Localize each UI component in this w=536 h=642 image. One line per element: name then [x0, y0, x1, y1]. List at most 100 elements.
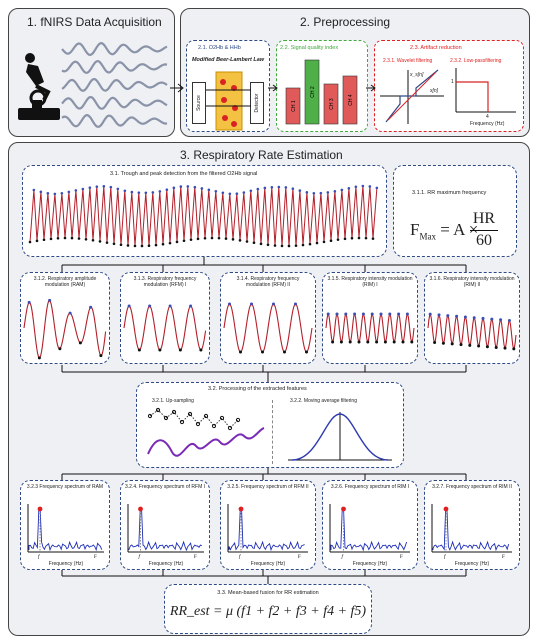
trough-marker: [49, 237, 53, 241]
trough-title: 3.1. Trough and peak detection from the …: [110, 171, 258, 177]
source-box: [192, 82, 206, 124]
feature-peak: [68, 311, 72, 315]
spectrum-rfm2-title: 3.2.5. Frequency spectrum of RFM II: [227, 484, 309, 490]
spectrum-f-label: f: [239, 555, 241, 560]
feature-rfm1-plot: [123, 304, 207, 352]
peak-marker: [95, 185, 99, 188]
feature-trough: [158, 348, 162, 352]
feature-trough: [375, 340, 379, 344]
mbll-tissue: [206, 71, 251, 131]
trough-marker: [238, 239, 242, 242]
feature-trough: [468, 343, 472, 347]
feature-peak: [148, 304, 152, 308]
feature-peak: [481, 316, 485, 320]
spectrum-rim1: [322, 480, 418, 570]
fusion-equation: RR_est = μ (f1 + f2 + f3 + f4 + f5): [169, 604, 367, 619]
peak-marker: [326, 191, 330, 194]
feature-signal: [427, 313, 517, 350]
trough-marker: [175, 240, 179, 244]
peak-marker: [158, 190, 162, 193]
peak-marker: [200, 187, 204, 190]
sqi-channel-label: CH 3: [329, 98, 335, 110]
processing-title: 3.2. Processing of the extracted feature…: [208, 386, 307, 392]
feature-trough: [459, 343, 463, 347]
spectrum-rim1-title: 3.2.6. Frequency spectrum of RIM I: [330, 484, 410, 490]
trough-marker: [154, 243, 158, 247]
peak-marker: [214, 189, 218, 193]
trough-marker: [245, 240, 249, 243]
feature-peak: [463, 315, 467, 319]
spectrum-f-label: f: [139, 555, 141, 560]
trough-marker: [252, 241, 256, 244]
feature-peak: [228, 302, 231, 306]
peak-marker: [179, 185, 183, 188]
trough-marker: [329, 239, 333, 242]
spectrum-xlabel: Frequency (Hz): [148, 561, 184, 567]
peak-marker: [305, 191, 309, 194]
sqi-bar: [285, 87, 301, 125]
trough-marker: [224, 237, 228, 240]
spectrum-xlabel: Frequency (Hz): [352, 561, 388, 567]
formula-mid: = A ×: [435, 220, 479, 239]
peak-marker: [375, 186, 379, 190]
spectrum-xlabel: Frequency (Hz): [250, 561, 286, 567]
peak-marker: [137, 191, 141, 194]
feature-trough: [137, 348, 141, 352]
peak-marker: [284, 186, 288, 189]
lowpass-four: 4: [486, 114, 489, 120]
peak-marker: [39, 190, 43, 194]
feature-rim2-plot: [427, 312, 517, 351]
peak-marker: [67, 190, 71, 194]
feature-signal: [23, 299, 107, 359]
feature-trough: [401, 340, 405, 344]
feature-peak: [127, 304, 131, 308]
trough-marker: [301, 243, 305, 247]
trough-marker: [364, 236, 368, 240]
detector-box: [250, 82, 264, 124]
sqi-channel-label: CH 4: [348, 94, 354, 106]
peak-marker: [221, 191, 225, 195]
trough-marker: [196, 237, 200, 241]
spectrum-rfm2: [220, 480, 316, 570]
feature-trough: [239, 350, 242, 354]
sqi-channel-label: CH 2: [310, 86, 316, 98]
peak-marker: [235, 192, 239, 196]
trough-marker: [91, 238, 95, 242]
peak-marker: [123, 189, 127, 193]
spectrum-f-label: f: [342, 555, 344, 560]
formula-sub: Max: [419, 231, 436, 242]
feature-trough: [494, 345, 498, 349]
trough-marker: [203, 236, 207, 240]
feature-signal: [123, 305, 207, 351]
feature-peak: [507, 319, 511, 323]
trough-marker: [105, 241, 109, 244]
peak-marker: [60, 191, 64, 195]
arrow-icon: [268, 84, 278, 92]
peak-marker: [340, 188, 344, 192]
feature-peak: [250, 302, 253, 306]
peak-marker: [88, 186, 92, 190]
o2hb-title: 2.1. O2Hb & HHb: [198, 45, 241, 51]
trough-marker: [84, 237, 88, 241]
feature-trough: [433, 341, 437, 345]
peak-marker: [354, 185, 358, 189]
trough-marker: [315, 241, 319, 245]
peak-marker: [207, 188, 211, 192]
trough-marker: [294, 244, 298, 247]
spectrum-fmax-label: F: [502, 555, 505, 560]
feature-trough: [261, 350, 264, 354]
feature-trough: [441, 341, 445, 345]
feature-peak: [499, 318, 503, 322]
feature-trough: [503, 346, 507, 350]
wavelet-y-label: x_s[n]: [410, 72, 424, 78]
arrow-icon: [366, 84, 376, 92]
feature-rim2-title: 3.1.6. Respiratory intensity modulation …: [429, 276, 515, 288]
preprocessing-title: 2. Preprocessing: [300, 15, 391, 29]
feature-trough: [37, 356, 41, 360]
peak-marker: [256, 187, 260, 191]
peak-marker: [172, 186, 176, 190]
spectrum-line: [228, 509, 305, 552]
feature-trough: [58, 347, 62, 351]
formula-lhs: FMax = A ×: [410, 220, 478, 241]
